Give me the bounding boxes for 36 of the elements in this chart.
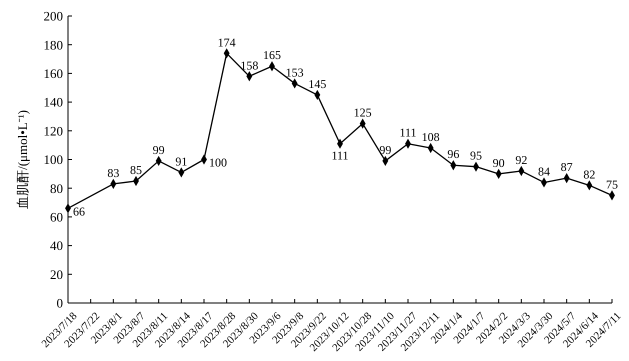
data-label: 165 xyxy=(263,48,281,62)
data-label: 85 xyxy=(130,163,142,178)
y-tick-label: 180 xyxy=(44,37,63,52)
data-label: 111 xyxy=(331,148,349,163)
data-label: 111 xyxy=(399,126,417,140)
y-tick-label: 40 xyxy=(50,238,63,254)
data-label: 174 xyxy=(218,35,236,50)
data-label: 82 xyxy=(583,167,596,182)
data-label: 145 xyxy=(308,76,326,91)
data-label: 96 xyxy=(447,147,460,162)
data-label: 158 xyxy=(240,58,258,72)
data-label: 87 xyxy=(560,160,573,174)
y-tick-label: 120 xyxy=(44,123,63,138)
y-tick-label: 60 xyxy=(50,209,63,224)
data-label: 100 xyxy=(209,156,227,170)
y-tick-label: 0 xyxy=(56,296,63,311)
data-label: 84 xyxy=(538,164,550,178)
y-axis-title: 血肌酐/(μmol•L⁻¹) xyxy=(15,110,30,209)
y-tick-label: 100 xyxy=(44,152,63,168)
data-label: 90 xyxy=(492,156,505,170)
y-tick-label: 20 xyxy=(50,266,63,282)
data-label: 153 xyxy=(286,65,304,80)
data-label: 125 xyxy=(354,106,372,120)
y-tick-label: 80 xyxy=(50,180,63,196)
y-tick-label: 200 xyxy=(44,8,63,24)
y-tick-label: 160 xyxy=(44,66,63,81)
data-label: 99 xyxy=(152,142,165,157)
data-label: 92 xyxy=(515,152,528,167)
data-label: 66 xyxy=(73,204,85,218)
data-label: 95 xyxy=(470,148,482,163)
data-label: 108 xyxy=(422,130,440,144)
data-label: 99 xyxy=(379,142,392,157)
y-tick-label: 140 xyxy=(44,94,63,110)
data-label: 75 xyxy=(606,177,618,192)
data-label: 91 xyxy=(175,154,188,168)
data-label: 83 xyxy=(107,166,120,180)
